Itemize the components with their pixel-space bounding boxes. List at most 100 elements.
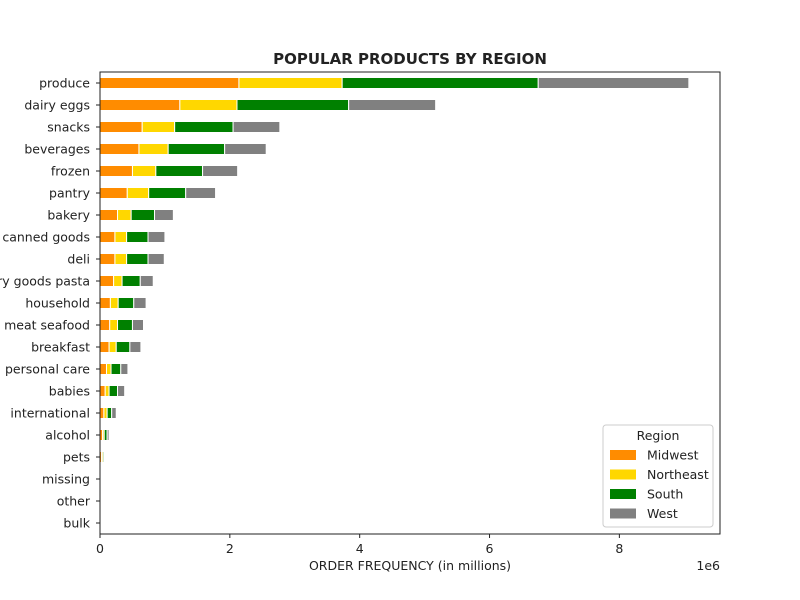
- bar-pantry-west: [185, 187, 217, 199]
- bar-beverages-south: [167, 143, 226, 155]
- bar-canned-goods-west: [147, 231, 166, 243]
- y-tick-label: international: [10, 406, 90, 421]
- y-tick-label: dairy eggs: [24, 98, 90, 113]
- bar-deli-west: [147, 253, 165, 265]
- bar-international-south: [106, 407, 113, 419]
- bar-breakfast-northeast: [108, 341, 117, 353]
- plot-frame: [99, 71, 721, 535]
- bar-bakery-midwest: [99, 209, 119, 221]
- y-tick-label: beverages: [24, 142, 90, 157]
- legend-label-northeast: Northeast: [647, 467, 709, 482]
- bar-meat-seafood-midwest: [99, 319, 111, 331]
- y-tick-label: meat seafood: [4, 318, 90, 333]
- bar-personal-care-northeast: [105, 363, 112, 375]
- bar-snacks-northeast: [141, 121, 176, 133]
- bar-deli-northeast: [114, 253, 128, 265]
- bar-pantry-south: [148, 187, 187, 199]
- bar-pantry-northeast: [126, 187, 150, 199]
- legend-swatch-south: [610, 489, 636, 499]
- bar-dairy-eggs-midwest: [99, 99, 181, 111]
- y-tick-label: snacks: [47, 120, 90, 135]
- bar-dry-goods-pasta-west: [139, 275, 154, 287]
- y-tick-label: frozen: [51, 164, 90, 179]
- bar-pets-west: [103, 451, 106, 463]
- bar-snacks-west: [232, 121, 281, 133]
- legend-swatch-midwest: [610, 450, 636, 460]
- y-tick-label: dry goods pasta: [0, 274, 90, 289]
- x-tick-label: 6: [486, 541, 494, 556]
- bar-breakfast-west: [129, 341, 142, 353]
- bar-produce-west: [537, 77, 690, 89]
- bar-breakfast-south: [115, 341, 131, 353]
- y-tick-label: breakfast: [31, 340, 90, 355]
- bar-household-northeast: [109, 297, 119, 309]
- bar-babies-northeast: [104, 385, 110, 397]
- bar-canned-goods-south: [126, 231, 149, 243]
- x-tick-label: 4: [356, 541, 364, 556]
- bar-frozen-midwest: [99, 165, 133, 177]
- x-axis-ticks: 0 2 4 6 8: [96, 534, 623, 556]
- bar-produce-midwest: [99, 77, 240, 89]
- bar-produce-south: [341, 77, 539, 89]
- bar-deli-south: [126, 253, 149, 265]
- bar-personal-care-west: [120, 363, 129, 375]
- bar-beverages-northeast: [138, 143, 169, 155]
- bar-breakfast-midwest: [99, 341, 110, 353]
- bar-frozen-south: [155, 165, 204, 177]
- y-tick-label: missing: [42, 472, 90, 487]
- bar-deli-midwest: [99, 253, 116, 265]
- bar-household-south: [117, 297, 135, 309]
- legend-items: Midwest Northeast South West: [610, 448, 709, 521]
- y-tick-label: personal care: [5, 362, 90, 377]
- bar-personal-care-south: [110, 363, 122, 375]
- bar-bakery-northeast: [117, 209, 132, 221]
- bar-babies-south: [108, 385, 119, 397]
- legend-label-midwest: Midwest: [647, 448, 699, 463]
- bar-dry-goods-pasta-midwest: [99, 275, 115, 287]
- bar-bakery-south: [130, 209, 156, 221]
- bar-international-west: [111, 407, 117, 419]
- chart-title: POPULAR PRODUCTS BY REGION: [273, 50, 547, 68]
- bar-meat-seafood-west: [131, 319, 144, 331]
- y-axis-ticks: produce dairy eggs snacks beverages frozen pa…: [0, 76, 100, 531]
- bar-frozen-west: [202, 165, 239, 177]
- bar-meat-seafood-south: [117, 319, 133, 331]
- bar-dry-goods-pasta-south: [121, 275, 141, 287]
- x-axis-offset-text: 1e6: [696, 558, 720, 573]
- bar-bakery-west: [154, 209, 174, 221]
- bar-snacks-midwest: [99, 121, 143, 133]
- y-tick-label: deli: [67, 252, 90, 267]
- bar-babies-midwest: [99, 385, 106, 397]
- bar-dry-goods-pasta-northeast: [113, 275, 123, 287]
- y-tick-label: canned goods: [2, 230, 90, 245]
- bar-dairy-eggs-south: [236, 99, 350, 111]
- legend-swatch-west: [610, 508, 636, 519]
- bar-beverages-midwest: [99, 143, 140, 155]
- legend-label-west: West: [647, 506, 678, 521]
- legend-swatch-northeast: [610, 469, 636, 480]
- bar-beverages-west: [224, 143, 267, 155]
- bar-snacks-south: [174, 121, 234, 133]
- y-tick-label: pantry: [49, 186, 91, 201]
- bar-produce-northeast: [238, 77, 343, 89]
- bar-canned-goods-northeast: [114, 231, 128, 243]
- bar-dairy-eggs-west: [348, 99, 437, 111]
- legend-title: Region: [637, 428, 680, 443]
- bar-international-midwest: [99, 407, 105, 419]
- y-tick-label: babies: [49, 384, 90, 399]
- x-tick-label: 0: [96, 541, 104, 556]
- x-tick-label: 8: [615, 541, 623, 556]
- legend: Region Midwest Northeast South West: [602, 424, 714, 528]
- bar-household-midwest: [99, 297, 111, 309]
- x-tick-label: 2: [226, 541, 234, 556]
- y-tick-label: other: [57, 494, 91, 509]
- bar-household-west: [133, 297, 147, 309]
- bar-frozen-northeast: [131, 165, 157, 177]
- bar-babies-west: [117, 385, 126, 397]
- legend-label-south: South: [647, 487, 683, 502]
- bar-dairy-eggs-northeast: [179, 99, 238, 111]
- bar-personal-care-midwest: [99, 363, 107, 375]
- y-tick-label: pets: [63, 450, 90, 465]
- bar-pantry-midwest: [99, 187, 128, 199]
